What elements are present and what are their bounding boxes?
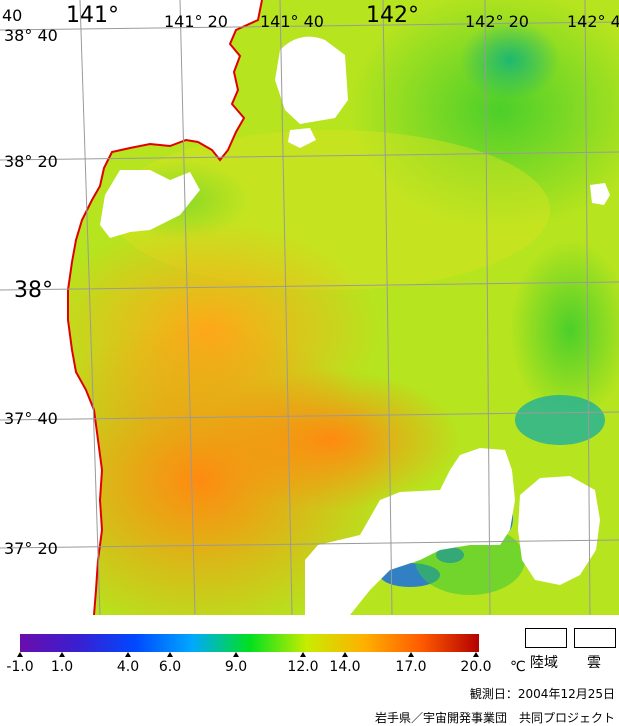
colorbar-tick — [59, 652, 65, 657]
colorbar-tick — [233, 652, 239, 657]
lon-label-142: 142° — [366, 3, 419, 28]
lon-label-142-40: 142° 4 — [567, 12, 619, 31]
sea-green-e — [510, 240, 619, 420]
corner-label: 40 — [2, 6, 23, 25]
colorbar-tick-label: 17.0 — [395, 659, 427, 675]
lon-label-142-20: 142° 20 — [465, 12, 529, 31]
sst-map — [0, 0, 619, 615]
land-label: 陸域 — [530, 655, 558, 671]
lat-label-37-40: 37° 40 — [4, 409, 58, 428]
colorbar-unit: ℃ — [510, 659, 526, 675]
colorbar-tick — [473, 652, 479, 657]
project-credit: 岩手県／宇宙開発事業団 共同プロジェクト — [374, 711, 615, 725]
lon-label-141: 141° — [66, 3, 119, 28]
cloud-south-left — [305, 448, 515, 615]
cloud-south-right — [518, 476, 600, 585]
land-swatch — [525, 628, 567, 648]
coastline — [67, 0, 263, 615]
lat-label-37-20: 37° 20 — [4, 539, 58, 558]
graticule — [0, 0, 619, 615]
lat-label-38: 38° — [14, 278, 53, 303]
colorbar-tick — [342, 652, 348, 657]
colorbar-tick — [167, 652, 173, 657]
colorbar-tick — [125, 652, 131, 657]
sea-warm-center — [200, 370, 460, 510]
lat-label-38-20: 38° 20 — [4, 152, 58, 171]
colorbar-tick-label: 14.0 — [329, 659, 361, 675]
cloud-north — [275, 36, 348, 124]
cloud-east — [590, 183, 610, 205]
colorbar-tick-label: -1.0 — [6, 659, 34, 675]
observation-date: 観測日：2004年12月25日 — [469, 687, 615, 701]
colorbar-tick-label: 20.0 — [460, 659, 492, 675]
colorbar-tick-label: 6.0 — [158, 659, 182, 675]
colorbar-tick — [17, 652, 23, 657]
colorbar-tick-label: 1.0 — [50, 659, 74, 675]
cloud-swatch — [574, 628, 616, 648]
land-mass — [0, 0, 262, 615]
sea-teal-patch — [515, 395, 605, 445]
colorbar-tick — [300, 652, 306, 657]
colorbar-tick-label: 9.0 — [224, 659, 248, 675]
lat-label-38-40: 38° 40 — [4, 26, 58, 45]
colorbar-tick-label: 12.0 — [287, 659, 319, 675]
colorbar-tick-label: 4.0 — [116, 659, 140, 675]
sea-teal-ne — [460, 20, 560, 100]
colorbar-fill — [20, 634, 479, 652]
lon-label-141-20: 141° 20 — [164, 12, 228, 31]
lon-label-141-40: 141° 40 — [260, 12, 324, 31]
bay-white — [100, 170, 200, 238]
colorbar-tick — [408, 652, 414, 657]
temperature-colorbar — [20, 634, 479, 652]
cloud-label: 雲 — [587, 655, 601, 671]
cloud-small-1 — [288, 128, 316, 148]
